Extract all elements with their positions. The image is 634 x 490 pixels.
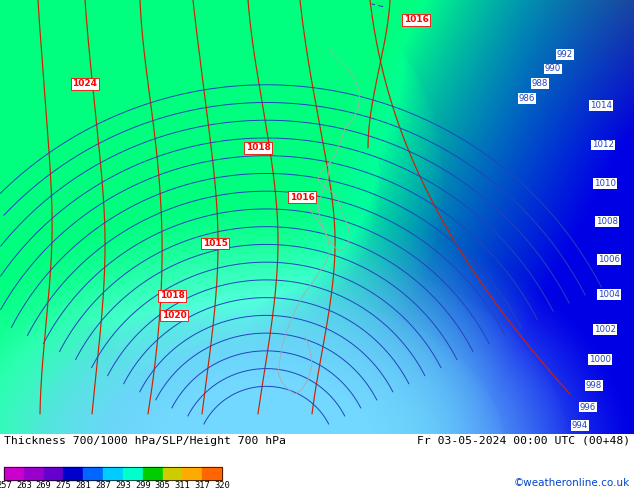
Text: 1000: 1000	[589, 355, 611, 364]
Bar	[4, 467, 222, 480]
Text: Thickness 700/1000 hPa/SLP/Height 700 hPa: Thickness 700/1000 hPa/SLP/Height 700 hP…	[4, 436, 286, 446]
Text: 1006: 1006	[598, 255, 620, 264]
Text: 1012: 1012	[592, 140, 614, 149]
Text: 1008: 1008	[596, 217, 618, 226]
Text: 263: 263	[16, 481, 32, 490]
Text: 996: 996	[580, 403, 596, 412]
Text: 299: 299	[135, 481, 151, 490]
Text: 269: 269	[36, 481, 51, 490]
Text: 1014: 1014	[590, 101, 612, 110]
Text: 998: 998	[586, 381, 602, 390]
Text: 986: 986	[519, 94, 535, 103]
Text: 988: 988	[532, 79, 548, 88]
Text: 1010: 1010	[594, 179, 616, 188]
Text: 1016: 1016	[404, 15, 429, 24]
Text: ©weatheronline.co.uk: ©weatheronline.co.uk	[514, 478, 630, 488]
Text: 994: 994	[572, 421, 588, 430]
Text: 1002: 1002	[594, 325, 616, 334]
Text: 293: 293	[115, 481, 131, 490]
Text: 281: 281	[75, 481, 91, 490]
Text: 992: 992	[557, 49, 573, 59]
Text: 311: 311	[174, 481, 190, 490]
Text: 317: 317	[194, 481, 210, 490]
Text: 990: 990	[545, 65, 561, 74]
Text: 287: 287	[95, 481, 111, 490]
Text: 257: 257	[0, 481, 12, 490]
Text: 1004: 1004	[598, 290, 620, 299]
Text: Fr 03-05-2024 00:00 UTC (00+48): Fr 03-05-2024 00:00 UTC (00+48)	[417, 436, 630, 446]
Text: 305: 305	[155, 481, 171, 490]
Text: 320: 320	[214, 481, 230, 490]
Text: 1016: 1016	[290, 193, 314, 201]
Text: 1015: 1015	[202, 239, 228, 248]
Text: 1018: 1018	[245, 144, 271, 152]
Text: 1020: 1020	[162, 311, 186, 320]
Text: 275: 275	[56, 481, 72, 490]
Text: 1018: 1018	[160, 291, 184, 300]
Text: 1024: 1024	[72, 79, 98, 88]
